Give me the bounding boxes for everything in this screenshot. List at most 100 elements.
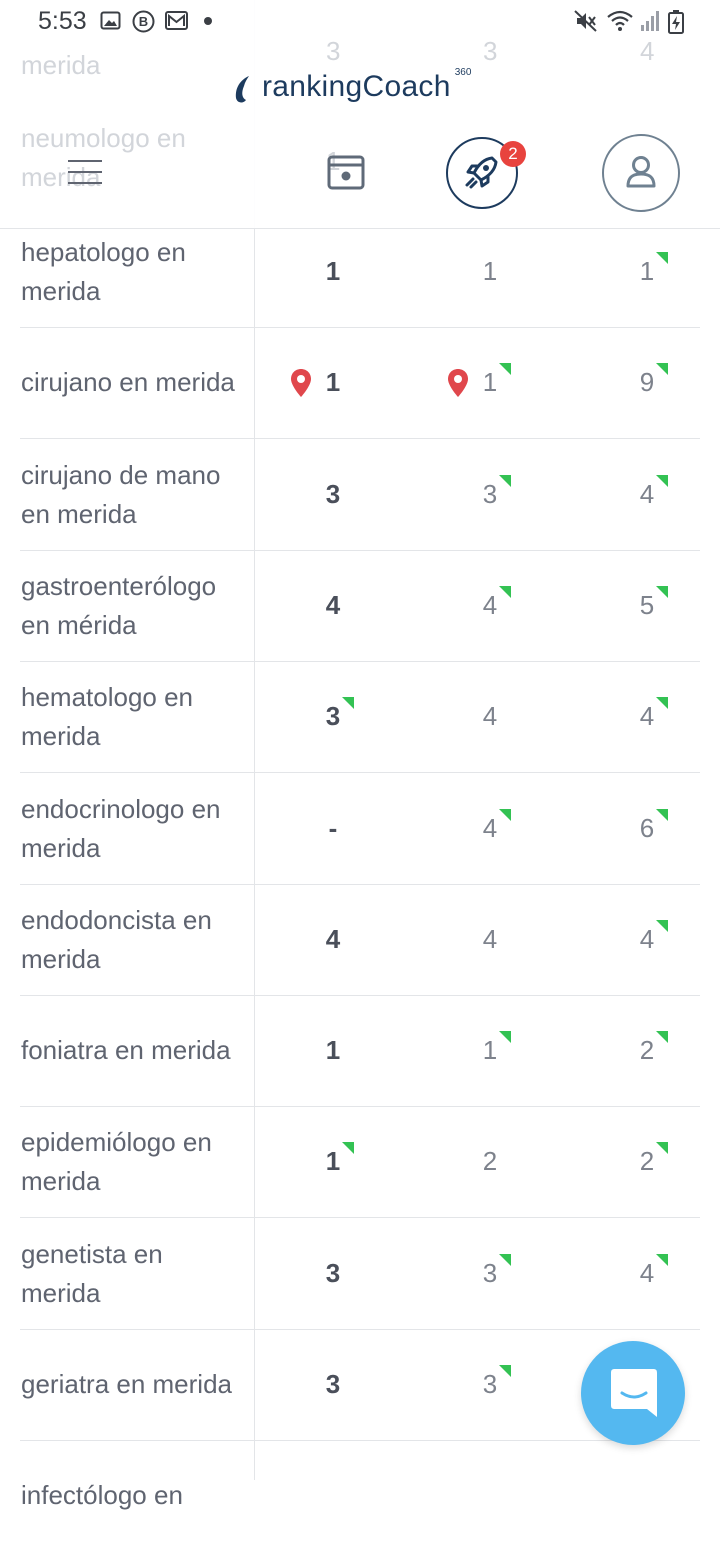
rank-up-indicator-icon [499, 1254, 512, 1266]
menu-line [68, 171, 102, 173]
profile-button[interactable] [602, 134, 680, 212]
rank-value: 4 [483, 701, 497, 732]
table-row[interactable]: hematologo en merida 3 4 4 [20, 661, 700, 773]
rank-up-indicator-icon [656, 586, 669, 598]
rank-up-indicator-icon [656, 809, 669, 821]
rank-cell-c3: 5 [617, 550, 677, 661]
rank-number: 2 [639, 1035, 655, 1065]
rank-value: 3 [326, 1369, 340, 1400]
rank-number: 1 [325, 256, 341, 286]
table-row[interactable]: endocrinologo en merida - 4 6 [20, 773, 700, 885]
notification-badge: 2 [500, 141, 526, 167]
rank-cell-c1: 3 [303, 661, 363, 772]
user-icon [626, 156, 656, 188]
keyword-label: foniatra en merida [21, 1035, 231, 1065]
ghost-value: 3 [326, 36, 341, 66]
table-row[interactable]: cirujano en merida 1 1 9 [20, 327, 700, 439]
rank-value: 3 [482, 1254, 512, 1289]
rank-up-indicator-icon [656, 252, 669, 264]
rank-cell-c2: 3 [460, 1218, 520, 1329]
table-row[interactable]: foniatra en merida 1 1 2 [20, 995, 700, 1107]
rank-cell-c2: 2 [460, 1106, 520, 1217]
rank-value: 1 [640, 252, 669, 287]
rank-number: 4 [482, 590, 498, 620]
rank-value: 4 [640, 920, 669, 955]
rank-cell-c2: 4 [460, 550, 520, 661]
rocket-button[interactable] [446, 137, 518, 209]
table-row[interactable]: genetista en merida 3 3 4 [20, 1218, 700, 1330]
rank-number: 4 [639, 479, 655, 509]
keyword-label: hepatologo en merida [21, 236, 186, 306]
rank-number: 4 [482, 924, 498, 954]
rank-up-indicator-icon [656, 697, 669, 709]
rank-number: - [328, 813, 338, 843]
wifi-icon [607, 10, 633, 31]
rank-cell-c1 [303, 1440, 363, 1551]
rank-value: 1 [326, 256, 340, 287]
chat-button[interactable] [581, 1341, 685, 1445]
rank-value: 4 [482, 586, 512, 621]
table-row[interactable]: gastroenterólogo en mérida 4 4 5 [20, 550, 700, 662]
rank-value: 4 [326, 924, 340, 955]
table-row[interactable]: geriatra en merida 3 3 [20, 1329, 700, 1441]
signal-icon [641, 11, 659, 31]
table-row[interactable]: hepatologo en merida 1 1 1 [20, 216, 700, 328]
rank-cell-c1: 1 [290, 327, 363, 438]
rank-cell-c2: 4 [460, 773, 520, 884]
rank-number: 5 [639, 590, 655, 620]
rank-value: 3 [326, 697, 355, 732]
rank-value: 1 [326, 1142, 355, 1177]
rank-value: 1 [326, 1035, 340, 1066]
rankings-table: hepatologo en merida 1 1 1 cirujano en merid… [20, 0, 700, 1510]
keyword-label: cirujano en merida [21, 367, 235, 397]
rank-number: 3 [482, 1369, 498, 1399]
rank-number: 4 [325, 590, 341, 620]
table-row[interactable]: infectólogo en [20, 1440, 700, 1551]
rank-number: 6 [639, 813, 655, 843]
rank-up-indicator-icon [656, 1031, 669, 1043]
calendar-icon[interactable] [326, 152, 366, 192]
b-badge-icon: B [132, 10, 155, 33]
rank-cell-c1: 1 [303, 1106, 363, 1217]
rank-cell-c1: 3 [303, 439, 363, 550]
ghost-value: 3 [483, 36, 498, 66]
keyword-label: gastroenterólogo en mérida [21, 570, 217, 640]
table-row[interactable]: endodoncista en merida 4 4 4 [20, 884, 700, 996]
rank-up-indicator-icon [499, 1031, 512, 1043]
rank-cell-c1: - [303, 773, 363, 884]
rank-number: 4 [325, 924, 341, 954]
rank-cell-c2: 3 [460, 1329, 520, 1440]
rank-cell-c1: 4 [303, 550, 363, 661]
logo-superscript: 360 [454, 67, 472, 78]
table-row[interactable]: epidemiólogo en merida 1 2 2 [20, 1106, 700, 1218]
rank-number: 1 [482, 367, 498, 397]
keyword-label: epidemiólogo en merida [21, 1126, 212, 1196]
rank-cell-c1: 1 [303, 216, 363, 327]
keyword-label: genetista en merida [21, 1238, 163, 1308]
rank-value: 2 [639, 1142, 669, 1177]
rank-cell-c1: 1 [303, 995, 363, 1106]
app-header: merida 3 3 4 neumologo en merida 1 5:53 … [0, 0, 720, 229]
table-row[interactable]: cirujano de mano en merida 3 3 4 [20, 439, 700, 551]
rank-cell-c1: 3 [303, 1218, 363, 1329]
rank-value: 4 [483, 924, 497, 955]
rank-cell-c1: 3 [303, 1329, 363, 1440]
rank-cell-c3: 6 [617, 773, 677, 884]
image-icon [100, 11, 121, 30]
rank-number: 2 [639, 1146, 655, 1176]
rank-number: 4 [482, 701, 498, 731]
rank-cell-c1: 4 [303, 884, 363, 995]
rank-number: 2 [482, 1146, 498, 1176]
rank-up-indicator-icon [499, 363, 512, 375]
rank-number: 1 [482, 1035, 498, 1065]
rank-cell-c2: 1 [460, 216, 520, 327]
rank-value: 4 [640, 1254, 669, 1289]
rank-number: 4 [639, 701, 655, 731]
hamburger-menu-button[interactable] [68, 160, 102, 184]
rank-value: 2 [639, 1031, 669, 1066]
status-bar: 5:53 B [0, 0, 720, 44]
rank-value: 4 [483, 809, 512, 844]
rank-cell-c3: 2 [617, 995, 677, 1106]
rank-value: 5 [639, 586, 669, 621]
rank-number: 3 [482, 1258, 498, 1288]
